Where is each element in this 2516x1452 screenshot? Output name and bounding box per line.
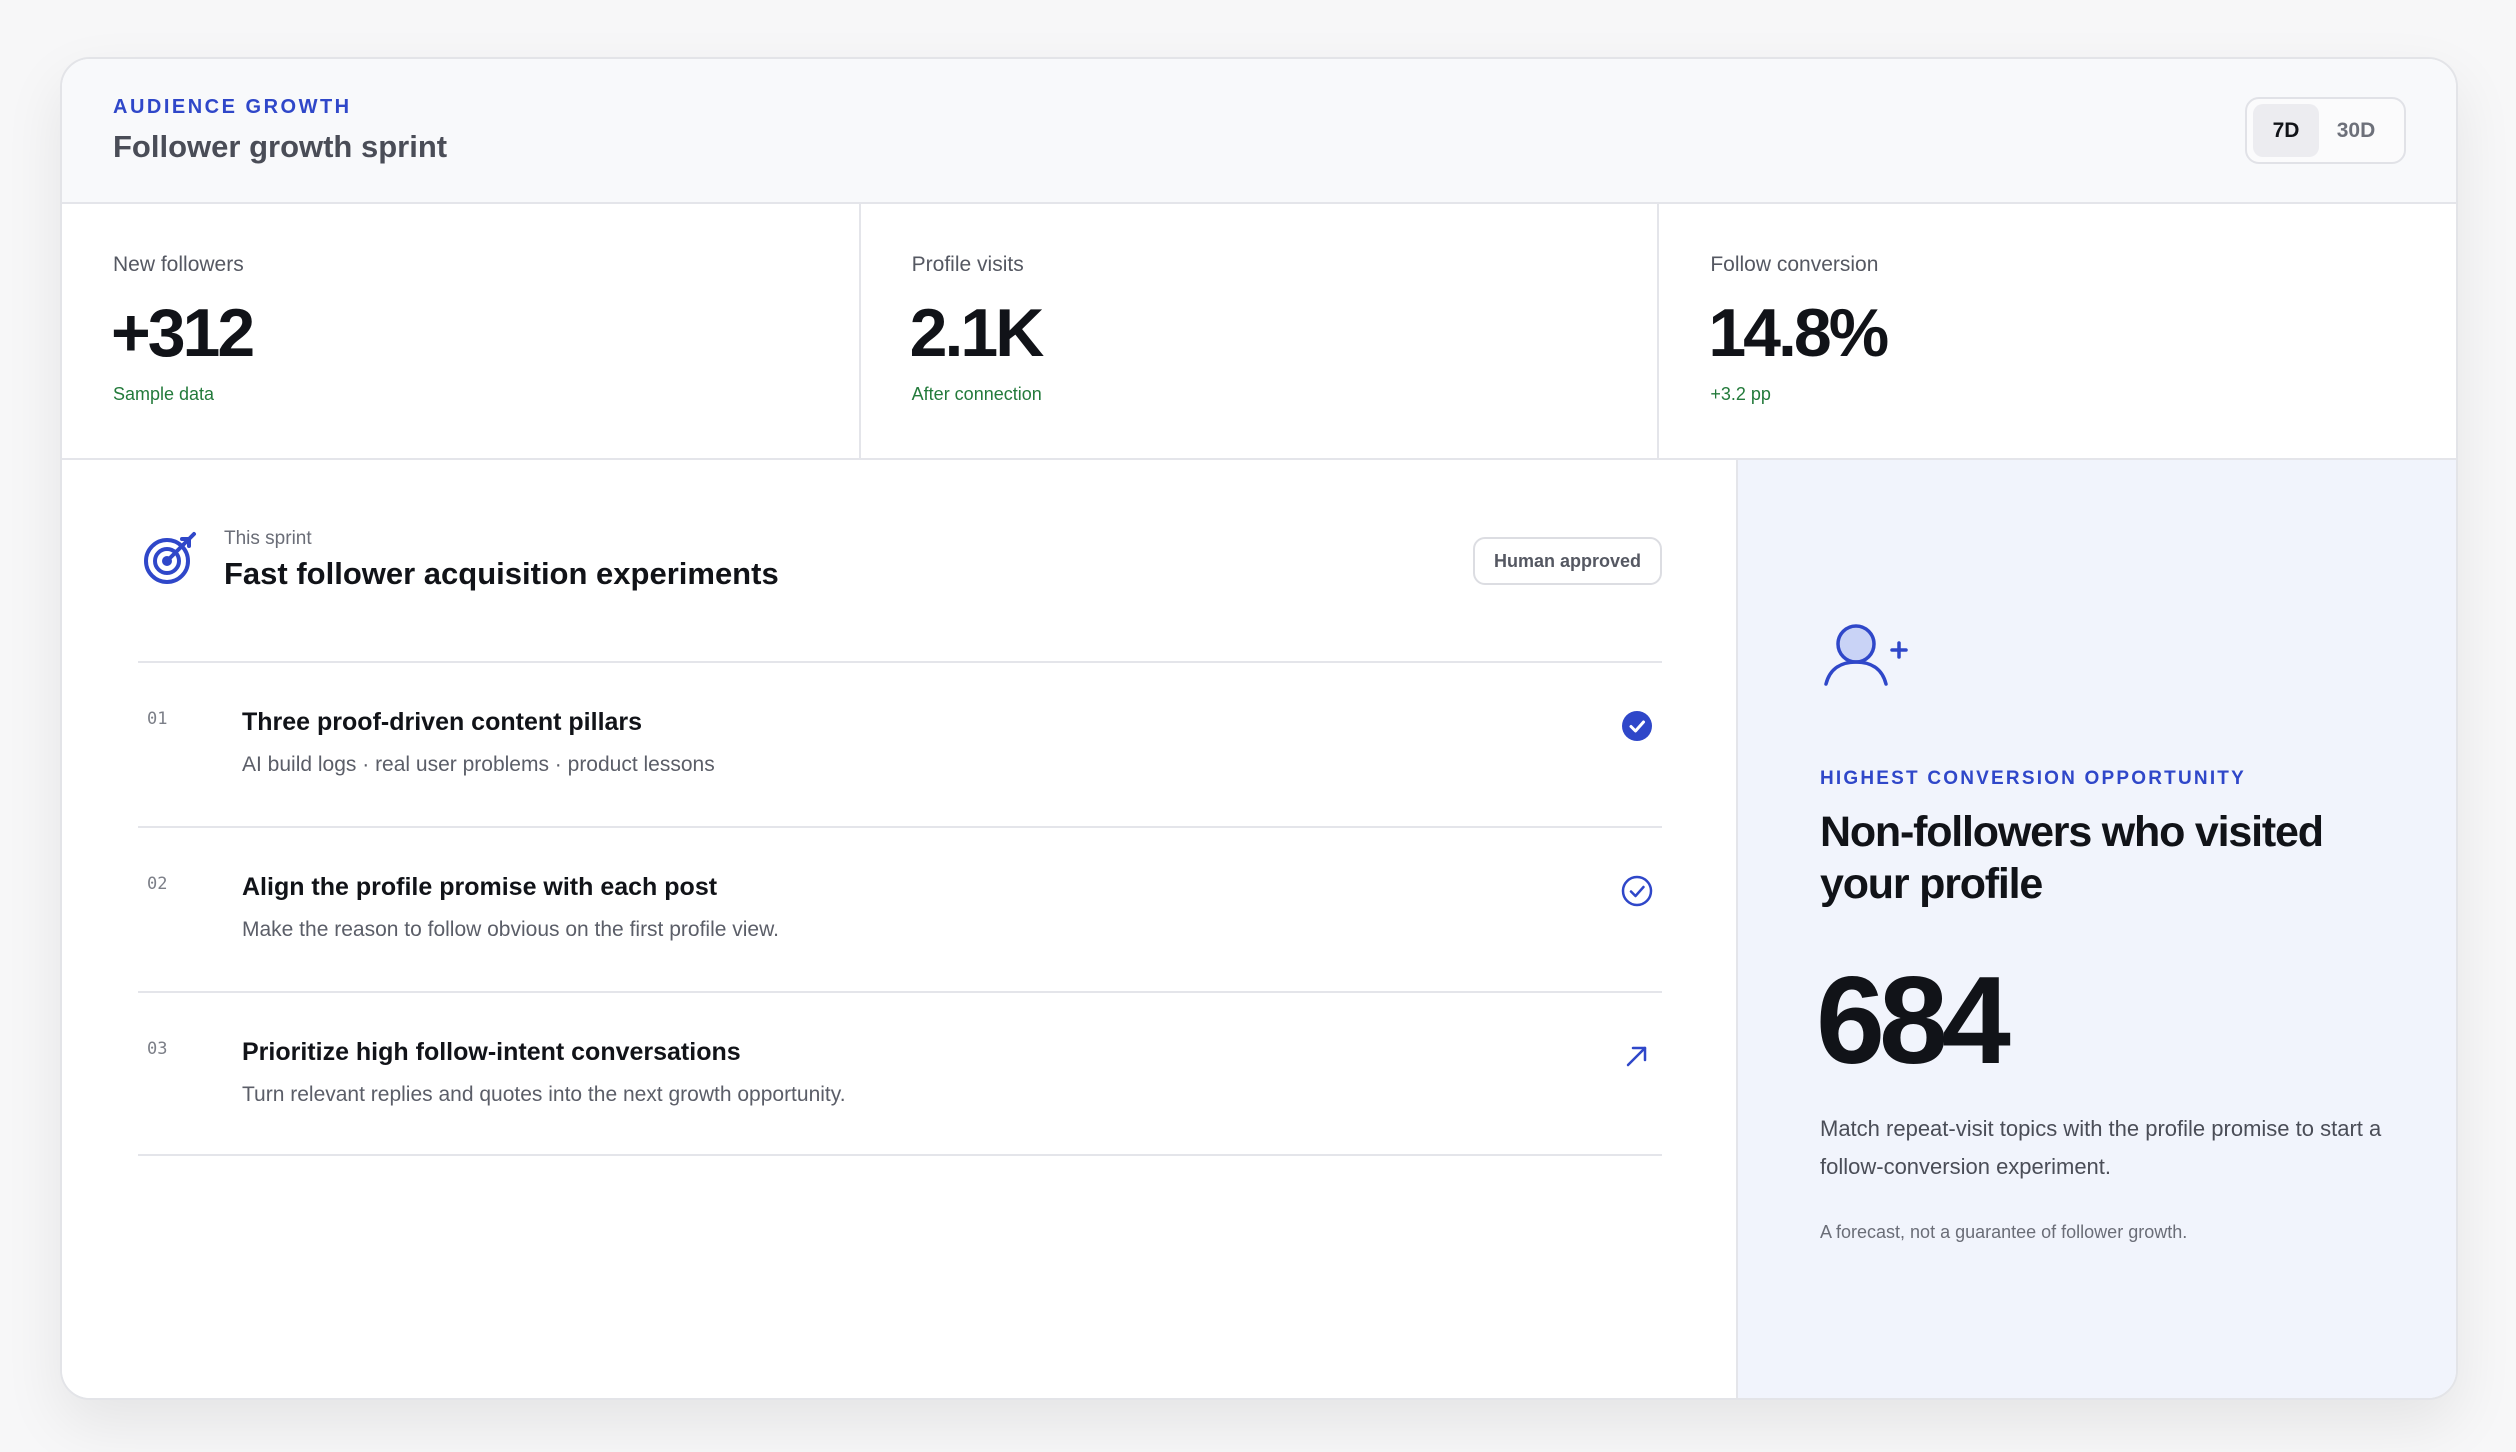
check-filled-icon — [1622, 711, 1652, 741]
stat-value: 2.1K — [909, 295, 1045, 371]
stat-note: After connection — [911, 384, 1042, 404]
arrow-up-right-icon[interactable] — [1620, 1039, 1654, 1073]
opportunity-value: 684 — [1816, 952, 2011, 1090]
status-badge: Human approved — [1473, 537, 1662, 585]
stat-label: Profile visits — [911, 253, 1024, 276]
opportunity-kicker: HIGHEST CONVERSION OPPORTUNITY — [1820, 768, 2246, 789]
item-number: 02 — [147, 874, 168, 894]
item-title: Align the profile promise with each post — [242, 873, 718, 901]
growth-card: AUDIENCE GROWTH Follower growth sprint 7… — [60, 57, 2458, 1400]
stat-note: +3.2 pp — [1710, 384, 1771, 404]
page-title: Follower growth sprint — [113, 129, 448, 164]
card-header: AUDIENCE GROWTH Follower growth sprint 7… — [62, 59, 2456, 204]
opportunity-panel: HIGHEST CONVERSION OPPORTUNITY Non-follo… — [1738, 460, 2456, 1398]
opportunity-footnote: A forecast, not a guarantee of follower … — [1820, 1222, 2188, 1242]
user-plus-icon — [1824, 624, 1908, 686]
opportunity-title: Non-followers who visited your profile — [1820, 808, 2324, 908]
stat-follow-conversion: Follow conversion 14.8% +3.2 pp — [1659, 204, 2456, 458]
item-title: Prioritize high follow-intent conversati… — [242, 1038, 741, 1066]
item-description: Make the reason to follow obvious on the… — [242, 918, 779, 941]
item-number: 01 — [147, 709, 168, 729]
stat-value: +312 — [111, 295, 255, 371]
stats-row: New followers +312 Sample data Profile v… — [62, 204, 2456, 460]
item-description: AI build logs · real user problems · pro… — [242, 753, 715, 776]
item-number: 03 — [147, 1039, 168, 1059]
range-7d-button[interactable]: 7D — [2253, 104, 2319, 157]
stat-profile-visits: Profile visits 2.1K After connection — [861, 204, 1660, 458]
target-icon — [144, 532, 196, 584]
sprint-kicker: This sprint — [224, 528, 312, 549]
stat-note: Sample data — [113, 384, 215, 404]
range-toggle: 7D 30D — [2245, 97, 2406, 164]
item-description: Turn relevant replies and quotes into th… — [242, 1083, 846, 1106]
sprint-title: Fast follower acquisition experiments — [224, 556, 779, 591]
sprint-panel: This sprint Fast follower acquisition ex… — [62, 460, 1738, 1398]
stat-label: Follow conversion — [1710, 253, 1879, 276]
list-item[interactable]: 03 Prioritize high follow-intent convers… — [138, 991, 1662, 1156]
eyebrow-label: AUDIENCE GROWTH — [113, 96, 352, 118]
item-title: Three proof-driven content pillars — [242, 708, 643, 736]
stat-new-followers: New followers +312 Sample data — [62, 204, 861, 458]
experiment-list: 01 Three proof-driven content pillars AI… — [138, 661, 1662, 1156]
list-item[interactable]: 02 Align the profile promise with each p… — [138, 826, 1662, 991]
list-item[interactable]: 01 Three proof-driven content pillars AI… — [138, 661, 1662, 826]
range-30d-button[interactable]: 30D — [2336, 118, 2376, 142]
check-outline-icon — [1621, 875, 1653, 907]
opportunity-description: Match repeat-visit topics with the profi… — [1820, 1116, 2382, 1179]
stat-value: 14.8% — [1708, 295, 1889, 371]
stat-label: New followers — [113, 253, 244, 276]
